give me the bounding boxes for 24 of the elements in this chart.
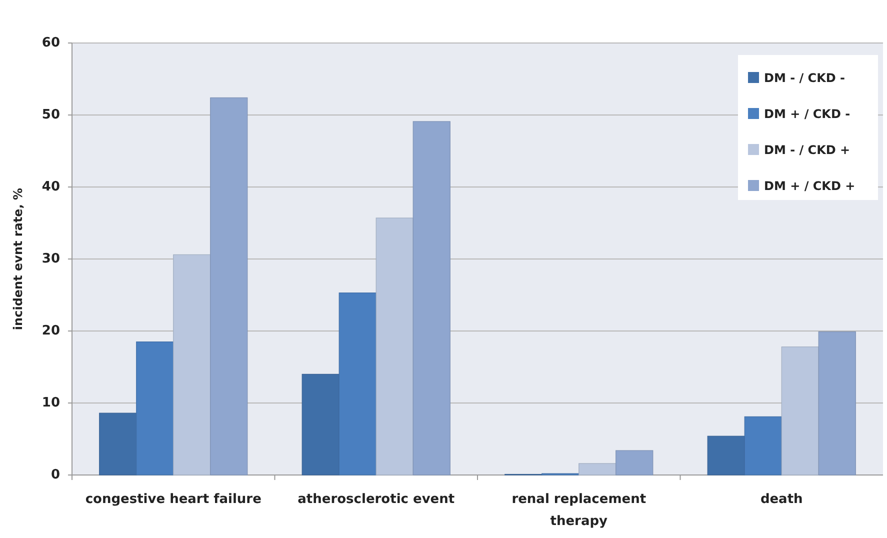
x-tick-label: congestive heart failure xyxy=(85,492,262,507)
y-tick-label: 30 xyxy=(42,252,60,266)
legend-label: DM + / CKD - xyxy=(764,107,850,121)
bar xyxy=(616,450,654,476)
legend-label: DM - / CKD - xyxy=(764,71,846,85)
y-tick-label: 50 xyxy=(42,108,60,122)
y-tick-label: 20 xyxy=(42,324,60,338)
bar xyxy=(412,121,450,476)
y-tick-label: 40 xyxy=(42,180,60,194)
x-tick-label: death xyxy=(760,492,803,507)
x-tick-label: renal replacement therapy xyxy=(512,492,646,529)
bar xyxy=(578,463,616,476)
bar xyxy=(210,97,248,476)
bar xyxy=(818,331,856,476)
y-tick-label: 0 xyxy=(50,468,60,482)
legend-label: DM + / CKD + xyxy=(764,179,856,193)
bar xyxy=(173,254,211,476)
y-axis-title: incident evnt rate, % xyxy=(11,188,25,330)
bar xyxy=(781,346,819,476)
y-tick-label: 10 xyxy=(42,396,60,410)
legend-label: DM - / CKD + xyxy=(764,143,850,157)
y-tick-label: 60 xyxy=(42,36,60,50)
bar xyxy=(376,218,414,476)
x-tick-label: atherosclerotic event xyxy=(298,492,455,507)
